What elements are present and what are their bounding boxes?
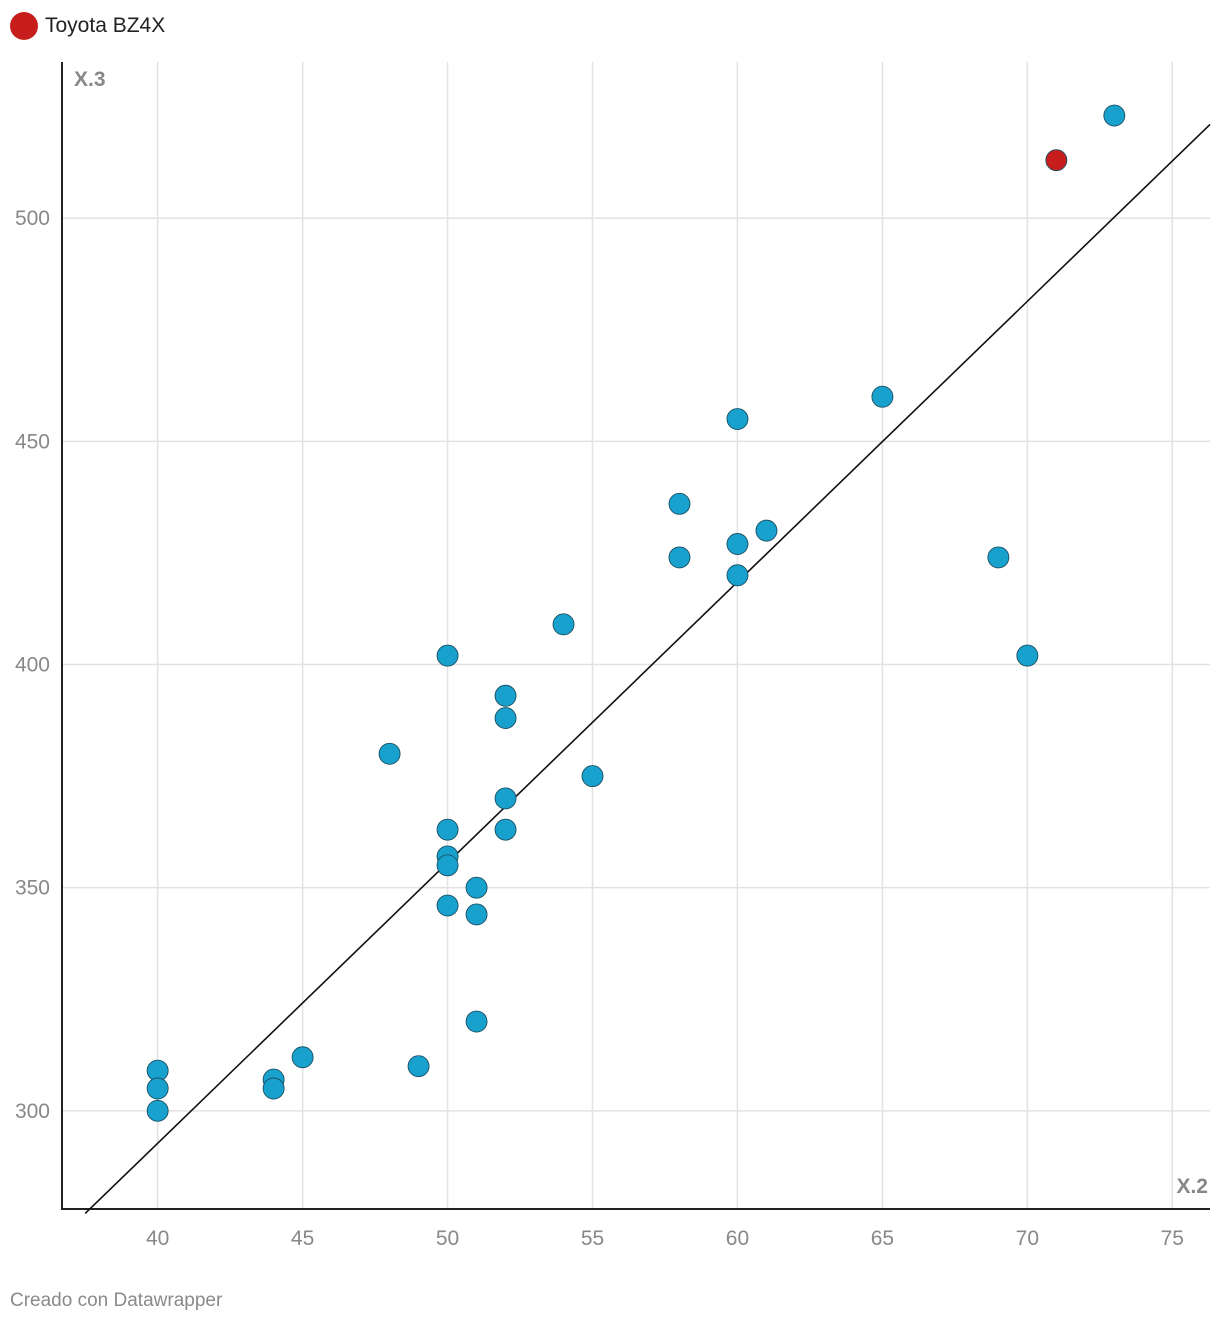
y-axis-title: X.3 (74, 68, 106, 91)
grid (62, 62, 1210, 1209)
data-point (436, 894, 459, 917)
x-tick-label: 75 (1161, 1227, 1184, 1250)
legend-label: Toyota BZ4X (45, 14, 166, 37)
data-point (726, 533, 749, 555)
x-axis-title: X.2 (1176, 1175, 1208, 1198)
trend-line-group (84, 123, 1211, 1215)
data-point (494, 707, 517, 730)
trend-line (84, 123, 1211, 1215)
data-point (1103, 104, 1126, 127)
y-tick-label: 300 (15, 1100, 50, 1123)
x-tick-label: 70 (1016, 1227, 1039, 1250)
axes (61, 62, 1210, 1210)
data-points (146, 104, 1126, 1122)
data-point (668, 546, 691, 569)
data-point (436, 854, 459, 877)
data-point (494, 787, 517, 810)
data-point (1016, 644, 1039, 667)
y-tick-label: 400 (15, 654, 50, 677)
data-point (494, 684, 517, 707)
data-point (146, 1077, 169, 1100)
scatter-chart: 40 45 50 55 60 65 70 75 300 350 400 450 500 X.3 X.2 (15, 62, 1211, 1250)
data-point (291, 1046, 314, 1069)
credit-text: Creado con Datawrapper (10, 1290, 223, 1311)
y-tick-label: 350 (15, 877, 50, 900)
data-point (494, 818, 517, 841)
x-tick-label: 50 (436, 1227, 459, 1250)
highlighted-point (1045, 149, 1068, 172)
x-tick-label: 60 (726, 1227, 749, 1250)
data-point (465, 1010, 488, 1033)
data-point (465, 903, 488, 926)
x-tick-label: 65 (871, 1227, 894, 1250)
data-point (755, 519, 778, 542)
data-point (726, 564, 749, 587)
y-tick-label: 450 (15, 430, 50, 453)
x-tick-label: 45 (291, 1227, 314, 1250)
x-tick-label: 55 (581, 1227, 604, 1250)
data-point (552, 613, 575, 636)
data-point (668, 492, 691, 515)
data-point (436, 818, 459, 841)
data-point (378, 742, 401, 765)
x-tick-label: 40 (146, 1227, 169, 1250)
data-point (987, 546, 1010, 569)
tick-labels: 40 45 50 55 60 65 70 75 300 350 400 450 500 (15, 207, 1184, 1250)
legend-marker-icon (10, 12, 38, 40)
legend: Toyota BZ4X (10, 12, 165, 40)
data-point (262, 1077, 285, 1100)
data-point (871, 385, 894, 408)
data-point (465, 876, 488, 899)
data-point (581, 765, 604, 788)
y-tick-label: 500 (15, 207, 50, 230)
data-point (146, 1099, 169, 1122)
data-point (726, 408, 749, 430)
data-point (436, 644, 459, 667)
data-point (407, 1055, 430, 1078)
